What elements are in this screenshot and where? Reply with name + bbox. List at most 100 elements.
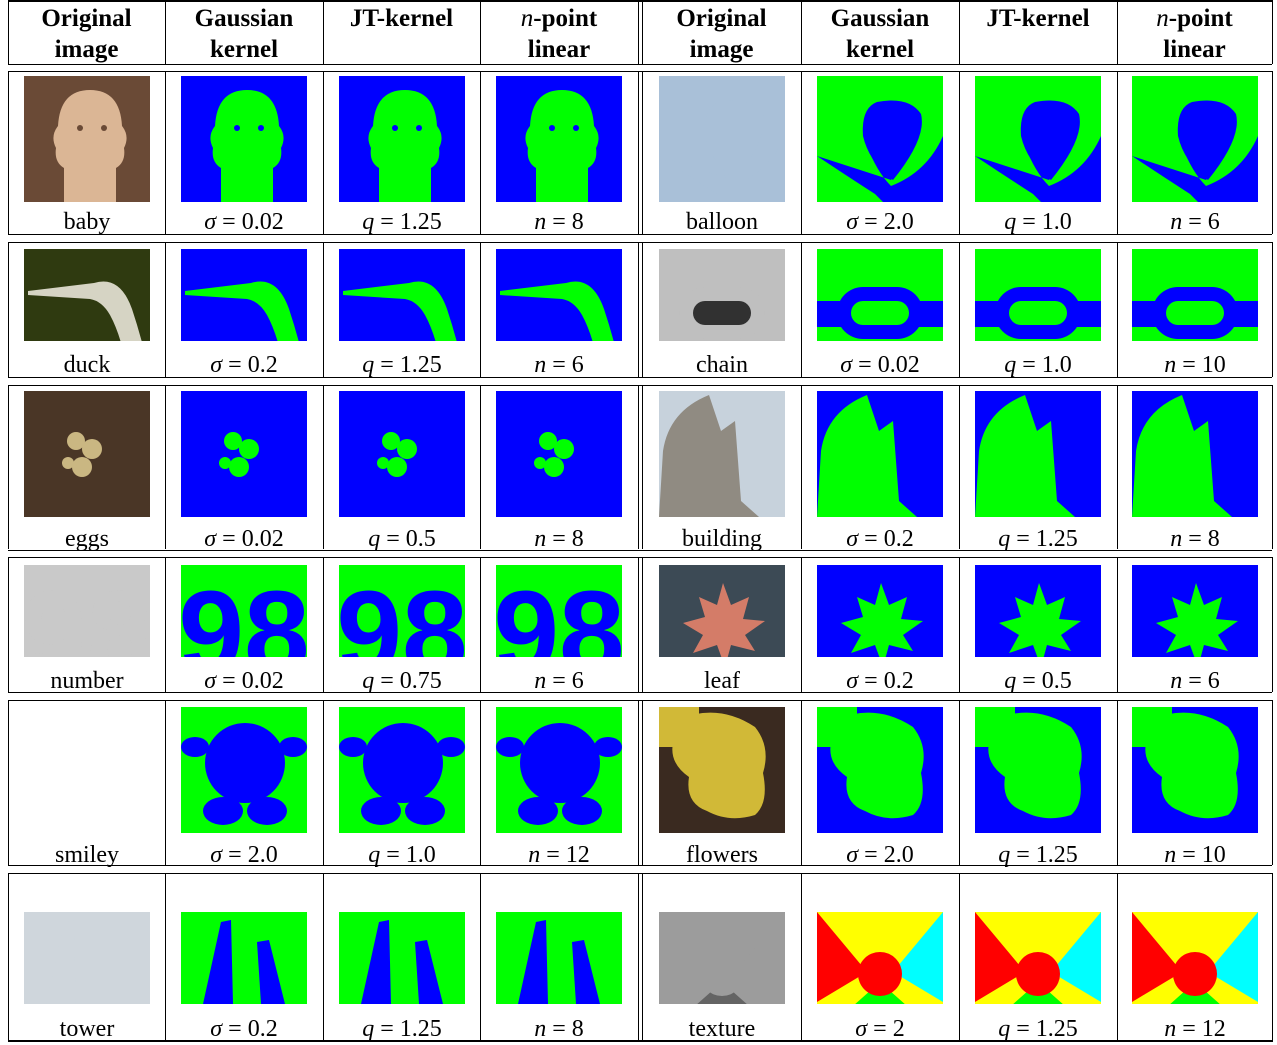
parameter-value: 2.0 [883,842,914,868]
table-rule [8,234,1272,235]
table-column-rule [323,242,324,377]
equals-sign: = [1016,668,1042,694]
parameter-caption: q = 1.25 [324,352,480,378]
parameter-symbol: q [998,526,1011,552]
table-column-rule [959,0,960,64]
image-name-caption: balloon [686,209,758,235]
parameter-symbol: q [368,526,381,552]
table-column-rule [1272,71,1273,234]
parameter-value: 8 [1207,526,1220,552]
table-column-rule [642,385,643,549]
table-column-rule [801,242,802,377]
parameter-symbol: q [362,668,375,694]
table-column-rule [642,71,643,234]
table-column-rule [1272,700,1273,865]
parameter-caption: σ = 0.2 [166,1016,322,1042]
image-name-caption: leaf [704,668,740,694]
column-header: Gaussian kernel [165,3,323,65]
parameter-symbol: n [534,1016,547,1042]
segmentation-npoint-eggs [496,391,622,517]
table-column-rule [1117,0,1118,64]
parameter-symbol: σ [846,526,859,552]
equals-sign: = [374,668,400,694]
equals-sign: = [380,526,406,552]
table-column-rule [1117,873,1118,1042]
segmentation-gaussian-tower [181,912,307,1004]
column-header-line1: Gaussian [194,5,294,32]
parameter-caption: n = 12 [481,842,637,868]
parameter-value: 1.0 [1041,352,1072,378]
equals-sign: = [858,842,884,868]
parameter-caption: q = 0.5 [324,526,480,552]
parameter-symbol: q [368,842,381,868]
parameter-symbol: q [362,209,375,235]
segmentation-jt-building [975,391,1101,517]
svg-text:98: 98 [24,567,150,657]
segmentation-gaussian-smiley [181,707,307,833]
segmentation-gaussian-flowers [817,707,943,833]
equals-sign: = [546,1016,572,1042]
segmentation-npoint-tower [496,912,622,1004]
column-header-line1: Gaussian [830,5,930,32]
table-column-rule [323,557,324,692]
original-image-eggs [24,391,150,517]
table-rule [8,700,1272,701]
equals-sign: = [858,526,884,552]
column-header-line1: JT-kernel [349,5,454,32]
segmentation-gaussian-building [817,391,943,517]
svg-text:98: 98 [339,567,465,657]
table-column-rule [1272,557,1273,692]
equals-sign: = [374,352,400,378]
table-column-rule [638,700,639,865]
table-rule [8,865,1272,866]
parameter-caption: n = 6 [481,668,637,694]
parameter-value: 0.02 [241,209,284,235]
parameter-value: 0.2 [247,1016,278,1042]
table-column-rule [8,242,9,377]
table-column-rule [165,873,166,1042]
parameter-symbol: n [534,526,547,552]
column-header-line1: -point [533,5,598,32]
parameter-caption: σ = 0.02 [166,209,322,235]
parameter-symbol: q [362,352,375,378]
segmentation-gaussian-eggs [181,391,307,517]
segmentation-gaussian-leaf [817,565,943,657]
table-rule [8,557,1272,558]
table-column-rule [959,71,960,234]
column-header-math: n [520,5,534,32]
table-rule [8,692,1272,693]
parameter-caption: σ = 0.02 [802,352,958,378]
segmentation-npoint-balloon [1132,76,1258,202]
parameter-caption: q = 1.25 [324,1016,480,1042]
equals-sign: = [216,668,242,694]
parameter-value: 2.0 [883,209,914,235]
parameter-value: 0.2 [883,526,914,552]
table-column-rule [642,0,643,64]
parameter-symbol: n [534,352,547,378]
segmentation-jt-eggs [339,391,465,517]
segmentation-gaussian-number: 98 [181,565,307,657]
parameter-symbol: σ [204,668,217,694]
equals-sign: = [546,209,572,235]
parameter-caption: n = 10 [1117,842,1273,868]
table-column-rule [323,385,324,549]
equals-sign: = [374,1016,400,1042]
image-name-caption: baby [63,209,111,235]
original-image-chain [659,249,785,341]
table-column-rule [8,557,9,692]
segmentation-jt-chain [975,249,1101,341]
equals-sign: = [216,526,242,552]
original-image-balloon [659,76,785,202]
equals-sign: = [1176,352,1202,378]
segmentation-npoint-baby [496,76,622,202]
table-column-rule [1272,385,1273,549]
original-image-leaf [659,565,785,657]
parameter-symbol: σ [210,352,223,378]
column-header: Gaussian kernel [801,3,959,65]
segmentation-npoint-building [1132,391,1258,517]
parameter-symbol: q [1004,352,1017,378]
parameter-value: 12 [565,842,590,868]
table-column-rule [638,242,639,377]
parameter-value: 0.2 [247,352,278,378]
parameter-caption: σ = 0.2 [802,668,958,694]
